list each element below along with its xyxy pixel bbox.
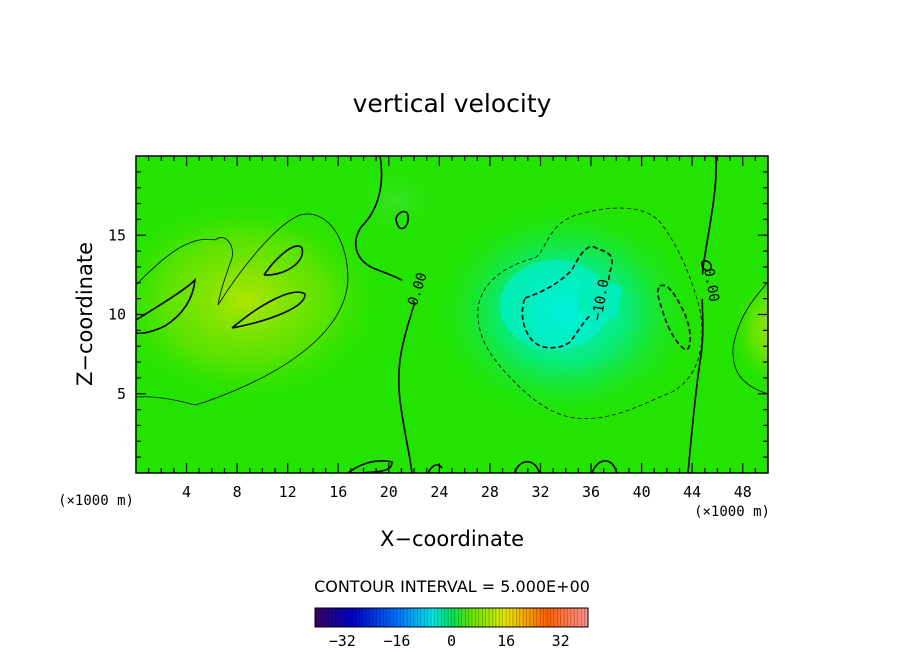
contour-label-gap-3 xyxy=(577,278,623,320)
colorbar-gradient xyxy=(314,607,589,628)
x-tick-label: 4 xyxy=(182,483,191,501)
contour-zero-small-east xyxy=(701,260,713,272)
x-tick-label: 32 xyxy=(531,483,549,501)
colorbar: −32 −16 0 16 32 xyxy=(314,607,589,650)
x-tick-label: 20 xyxy=(380,483,398,501)
contour-zero-blob xyxy=(395,210,410,230)
contour-label-neg-10: −10.0 xyxy=(589,278,612,322)
x-unit-label-left: (×1000 m) xyxy=(58,493,134,509)
colorbar-divisions xyxy=(318,608,585,627)
contour-zero-bottom-3 xyxy=(591,460,618,473)
colorbar-tick-label: −32 xyxy=(329,632,356,650)
downdraft-core xyxy=(500,260,610,350)
contour-neg-dashed-inner xyxy=(521,245,614,349)
contour-thin-east xyxy=(732,281,768,395)
contour-zero-bottom-2 xyxy=(514,461,541,473)
x-tick-label: 44 xyxy=(683,483,701,501)
contour-zero-bottom-4 xyxy=(427,464,443,473)
east-updraft-region xyxy=(730,270,768,390)
contour-labels: 0.00 0.00 −10.0 xyxy=(396,267,729,322)
y-axis-title: Z−coordinate xyxy=(73,242,97,386)
contour-neg-dashed-outer xyxy=(477,207,703,419)
contour-interval-text: CONTOUR INTERVAL = 5.000E+00 xyxy=(314,577,590,596)
colorbar-tick-label: −16 xyxy=(383,632,410,650)
contour-label-gap-2 xyxy=(695,270,729,300)
colorbar-tick-label: 16 xyxy=(497,632,515,650)
plot-area: 0.00 0.00 −10.0 xyxy=(136,156,768,473)
x-tick-label: 8 xyxy=(233,483,242,501)
axis-ticks xyxy=(136,156,768,473)
x-tick-label: 12 xyxy=(279,483,297,501)
weak-region xyxy=(345,160,445,240)
x-tick-label: 40 xyxy=(633,483,651,501)
contour-label-gap-1 xyxy=(396,271,438,307)
updraft-region xyxy=(136,190,395,410)
x-tick-label: 24 xyxy=(430,483,448,501)
colorbar-tick-label: 0 xyxy=(447,632,456,650)
colorbar-tick-label: 32 xyxy=(552,632,570,650)
colorbar-tick-labels: −32 −16 0 16 32 xyxy=(329,632,570,650)
chart-title: vertical velocity xyxy=(353,89,552,118)
contour-thin-west xyxy=(136,213,349,406)
contour-lines xyxy=(136,156,768,473)
contour-label-zero-2: 0.00 xyxy=(700,267,722,303)
contour-zero-bottom-1 xyxy=(347,460,393,473)
contour-zero-east xyxy=(687,156,718,473)
y-tick-label: 5 xyxy=(117,385,126,403)
x-tick-label: 36 xyxy=(582,483,600,501)
x-tick-label: 28 xyxy=(481,483,499,501)
contour-pos-upper xyxy=(263,245,304,276)
x-tick-label: 16 xyxy=(329,483,347,501)
y-tick-label: 10 xyxy=(108,306,126,324)
x-unit-label-right: (×1000 m) xyxy=(694,504,770,520)
x-axis-title: X−coordinate xyxy=(380,527,524,551)
x-tick-label: 48 xyxy=(734,483,752,501)
y-tick-label: 15 xyxy=(108,226,126,244)
contour-pos-west xyxy=(136,277,197,335)
contour-pos-lower xyxy=(231,291,306,329)
